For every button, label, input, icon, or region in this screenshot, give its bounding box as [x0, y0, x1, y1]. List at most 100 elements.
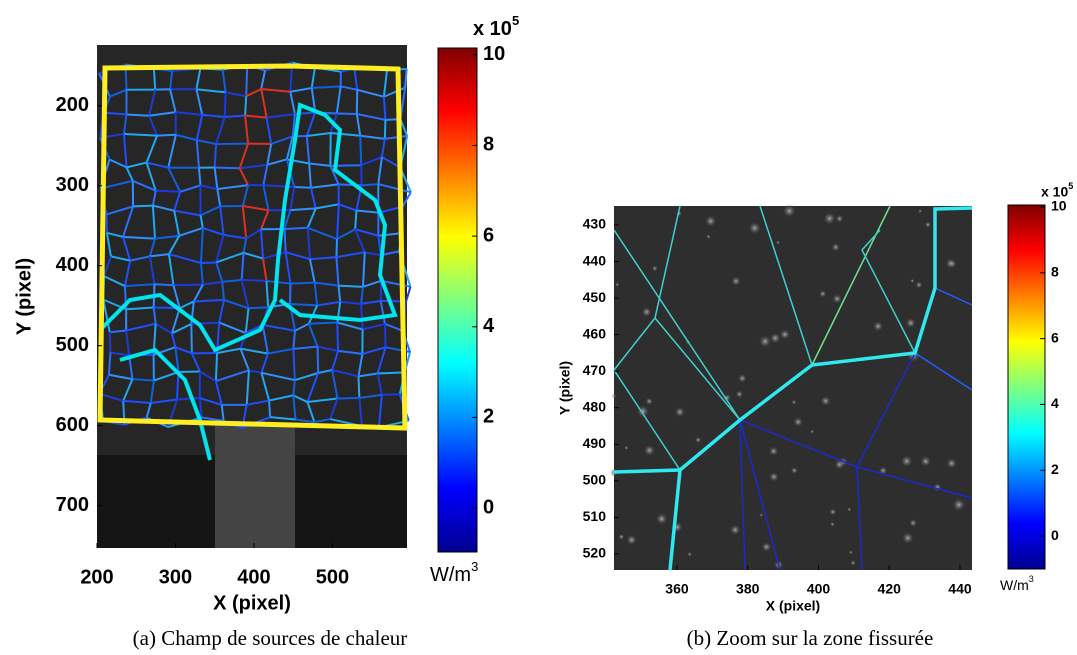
mesh-edge: [262, 251, 286, 260]
speckle-dot: [706, 234, 711, 240]
mesh-edge: [310, 87, 317, 113]
speckle-dot: [945, 257, 957, 270]
mesh-edge: [360, 299, 381, 305]
mesh-edge: [382, 96, 387, 120]
speckle-dot: [952, 497, 966, 512]
mesh-edge: [405, 286, 412, 302]
mesh-edge: [154, 283, 174, 287]
mesh-edge: [379, 300, 386, 325]
mesh-edge: [384, 322, 404, 332]
mesh-edge: [132, 378, 154, 382]
mesh-edge: [173, 210, 181, 237]
mesh-edge: [103, 256, 112, 277]
mesh-edge: [262, 184, 270, 211]
mesh-edge: [200, 184, 218, 191]
speckle-dot: [655, 512, 668, 526]
mesh-edge: [306, 372, 320, 403]
mesh-edge: [124, 283, 155, 288]
mesh-edge: [362, 279, 382, 288]
analysis-region: [97, 63, 408, 431]
mesh-edge: [260, 70, 267, 90]
mesh-edge: [174, 209, 201, 217]
mesh-edge: [172, 284, 181, 309]
mesh-edge: [294, 186, 311, 189]
mesh-edge: [309, 256, 337, 261]
mesh-edge: [245, 370, 250, 405]
mesh-edge: [266, 143, 273, 165]
mesh-edge: [110, 351, 130, 357]
x-tick-label: 200: [80, 566, 113, 588]
mesh-edge: [202, 280, 223, 286]
mesh-edge: [379, 280, 383, 301]
speckle-dot: [768, 446, 779, 457]
mesh-edge: [149, 380, 155, 404]
mesh-edge: [238, 143, 250, 169]
mesh-edge: [313, 282, 319, 306]
mesh-edge: [223, 233, 247, 240]
multiplier-text: x 10: [473, 18, 512, 40]
mesh-edge: [108, 332, 112, 353]
mesh-edge: [383, 323, 387, 348]
mesh-edge: [241, 184, 250, 207]
mesh-edge: [308, 321, 338, 325]
mesh-edge: [150, 398, 178, 405]
mesh-edge: [152, 68, 157, 90]
mesh-edge: [190, 323, 193, 354]
speckle-dot: [623, 445, 629, 451]
y-tick-label: 460: [583, 325, 607, 341]
mesh-edge: [155, 189, 181, 193]
mesh-edge: [174, 347, 180, 373]
mesh-edge: [335, 257, 340, 286]
y-tick-label: 300: [56, 174, 89, 196]
speckle-dot: [831, 242, 841, 252]
mesh-edge: [170, 333, 177, 348]
mesh-edge: [285, 136, 294, 160]
mesh-edge: [268, 400, 272, 418]
crack-outline: [668, 469, 682, 571]
x-tick-label: 300: [159, 566, 192, 588]
mesh-edge: [289, 186, 296, 211]
mesh-edge: [383, 119, 387, 139]
mesh-edge: [360, 286, 364, 304]
speckle-dot: [694, 436, 702, 444]
mesh-edge: [337, 321, 363, 331]
mesh-edge: [377, 394, 383, 428]
mesh-edge: [199, 397, 223, 406]
speckle-dot: [901, 531, 915, 545]
mesh-edge: [122, 114, 128, 135]
mesh-edge: [315, 203, 339, 210]
mesh-edge: [266, 279, 291, 285]
mesh-edge: [361, 252, 366, 287]
multiplier-text: x 10: [1041, 183, 1068, 199]
mesh-edge: [362, 322, 386, 331]
mesh-edge: [197, 167, 202, 186]
mesh-edge: [152, 307, 157, 324]
mesh-edge: [308, 258, 316, 283]
mesh-edge: [361, 183, 379, 187]
colorbar-multiplier: x 105: [473, 13, 519, 40]
mesh-edge: [193, 298, 225, 303]
mesh-edge: [360, 156, 383, 167]
mesh-edge: [106, 205, 134, 216]
mesh-edge: [294, 322, 310, 332]
mesh-edge: [262, 258, 268, 282]
mesh-edge: [145, 135, 159, 163]
mesh-edge: [240, 347, 269, 355]
mesh-edge: [383, 86, 406, 98]
mesh-edge: [244, 308, 250, 334]
speckle-dot: [920, 455, 932, 468]
mesh-edge: [200, 227, 204, 264]
mesh-edge: [192, 284, 204, 302]
mesh-edge: [126, 113, 150, 117]
x-tick-label: 360: [665, 581, 689, 597]
mesh-edge: [123, 132, 158, 137]
mesh-edge: [284, 226, 308, 230]
mesh-edge: [261, 324, 269, 354]
mesh-edge: [356, 209, 379, 214]
mesh-edge: [122, 133, 128, 168]
mesh-edge: [110, 255, 131, 262]
mesh-edge: [195, 68, 202, 90]
mesh-edge: [103, 275, 126, 287]
mesh-edge: [213, 144, 218, 168]
